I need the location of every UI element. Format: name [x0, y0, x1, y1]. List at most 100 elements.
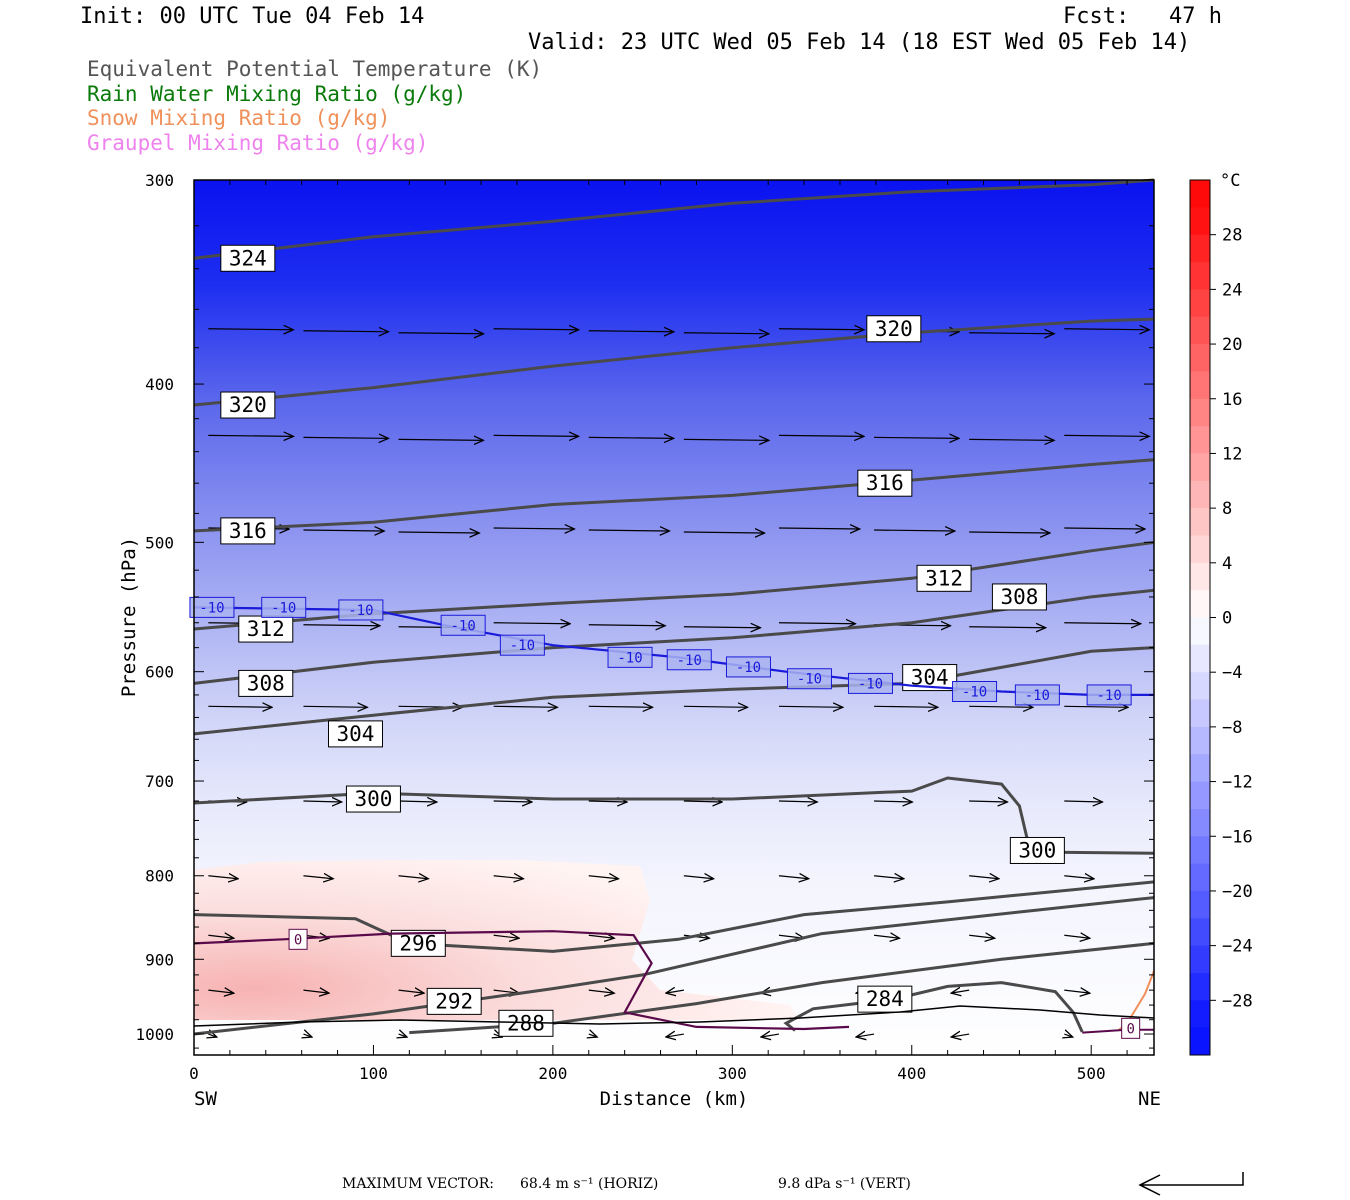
plot-area: 3243203203163163123123083083043043003002…	[189, 178, 1155, 1056]
wind-vector	[588, 625, 666, 626]
ground-surface	[193, 1005, 1155, 1027]
colorbar-band	[1190, 617, 1210, 646]
wind-vector	[683, 333, 769, 334]
temp-label-minus10-box	[725, 656, 771, 678]
wind-vector	[303, 801, 341, 802]
colorbar-band	[1190, 316, 1210, 345]
colorbar-band	[1190, 590, 1210, 618]
wind-vector	[588, 801, 627, 802]
wind-vector	[1064, 801, 1102, 802]
temp-label-minus10: -10	[1096, 688, 1121, 704]
x-tick-label: 300	[718, 1064, 747, 1083]
colorbar-band	[1190, 535, 1210, 564]
colorbar: 28 24 20 16 12 8 4 0 −4 −8 −12 −16 −20 −24 −28	[1189, 179, 1253, 1056]
temp-label-minus10: -10	[677, 653, 702, 669]
theta-e-label-308: 308	[247, 671, 285, 695]
wind-vector	[208, 435, 293, 436]
wind-vector	[856, 1034, 875, 1037]
wind-vector	[588, 935, 615, 938]
wind-vector	[874, 706, 938, 707]
temp-label-minus10: -10	[1025, 688, 1050, 704]
x-tick-label: 200	[538, 1064, 567, 1083]
wind-vector	[1064, 706, 1128, 707]
theta-e-label-304-box	[327, 720, 383, 748]
x-axis-label: Distance (km)	[600, 1088, 749, 1110]
y-axis: 300 400 500 600 700 800 900 1000	[135, 171, 1154, 1049]
theta-e-contour-296	[193, 880, 1155, 953]
wind-vector	[951, 1034, 970, 1037]
colorbar-band	[1190, 972, 1210, 1001]
wind-vector	[303, 706, 367, 707]
wind-vector	[951, 990, 970, 993]
theta-e-label-324-box	[220, 244, 276, 272]
wind-vector	[493, 706, 558, 707]
colorbar-tick-label: −24	[1222, 937, 1253, 957]
wind-vector	[398, 801, 437, 802]
wind-vector	[778, 876, 809, 879]
y-tick-label: 800	[145, 867, 174, 886]
theta-e-label-300: 300	[354, 787, 392, 811]
temp-label-minus10-box	[1014, 684, 1060, 706]
wind-vector	[208, 990, 234, 993]
y-axis-label: Pressure (hPa)	[118, 537, 140, 697]
theta-e-label-320: 320	[875, 317, 913, 341]
colorbar-tick-label: 24	[1222, 280, 1242, 300]
colorbar-band	[1190, 426, 1210, 454]
wind-vector	[969, 801, 1007, 802]
wind-vector	[969, 439, 1054, 440]
temp-label-minus10: -10	[348, 603, 373, 619]
y-tick-label: 500	[145, 533, 174, 552]
y-tick-label: 900	[145, 950, 174, 969]
max-vector-vert: 9.8 dPa s⁻¹ (VERT)	[778, 1176, 911, 1192]
wind-vector	[874, 801, 912, 802]
colorbar-band	[1190, 644, 1210, 673]
wind-vector	[683, 532, 765, 533]
temp-label-minus10: -10	[962, 684, 987, 700]
colorbar-tick-label: 0	[1222, 609, 1232, 629]
colorbar-band	[1190, 781, 1210, 810]
wind-vector	[874, 530, 955, 531]
wind-vector	[969, 333, 1054, 334]
colorbar-tick-label: 28	[1222, 226, 1242, 246]
colorbar-band	[1190, 508, 1210, 536]
snow-label-box	[1121, 1017, 1141, 1039]
legend-rain-water: Rain Water Mixing Ratio (g/kg)	[87, 82, 467, 106]
y-tick-label: 600	[145, 663, 174, 682]
wind-vector	[1064, 623, 1141, 624]
colorbar-band	[1190, 754, 1210, 783]
wind-vector	[588, 990, 615, 993]
wind-vector	[588, 437, 674, 438]
theta-e-label-296: 296	[399, 931, 437, 955]
init-time: Init: 00 UTC Tue 04 Feb 14	[80, 4, 425, 29]
wind-vector	[589, 1034, 598, 1037]
colorbar-tick-label: −20	[1222, 882, 1253, 902]
x-end-label-left: SW	[194, 1088, 217, 1110]
temp-label-minus10: -10	[199, 600, 224, 616]
wind-vector	[969, 532, 1050, 533]
wind-vector	[208, 876, 238, 879]
wind-vector	[588, 530, 670, 531]
colorbar-band	[1190, 863, 1210, 892]
theta-e-contour-308	[193, 588, 1155, 685]
theta-e-label-312-box	[238, 615, 294, 643]
y-tick-label: 400	[145, 375, 174, 394]
theta-e-label-312: 312	[247, 617, 285, 641]
temp-label-minus10: -10	[451, 618, 476, 634]
key-arrow	[1138, 1172, 1244, 1196]
forecast-hour: Fcst: 47 h	[1063, 4, 1222, 29]
theta-e-label-320: 320	[229, 393, 267, 417]
wind-vector	[303, 876, 333, 879]
wind-vector	[969, 935, 995, 938]
theta-e-label-312-box	[916, 564, 972, 592]
x-tick-label: 0	[189, 1064, 199, 1083]
wind-vector	[208, 1034, 217, 1037]
colorbar-tick-label: −4	[1222, 663, 1242, 683]
colorbar-tick-label: 4	[1222, 554, 1232, 574]
y-tick-label: 1000	[135, 1025, 174, 1044]
temp-label-zero: 0	[294, 932, 302, 948]
colorbar-band	[1190, 234, 1210, 263]
wind-vector	[493, 329, 579, 330]
theta-e-label-308-box	[238, 669, 294, 697]
wind-vector	[778, 435, 864, 436]
y-tick-label: 300	[145, 171, 174, 190]
